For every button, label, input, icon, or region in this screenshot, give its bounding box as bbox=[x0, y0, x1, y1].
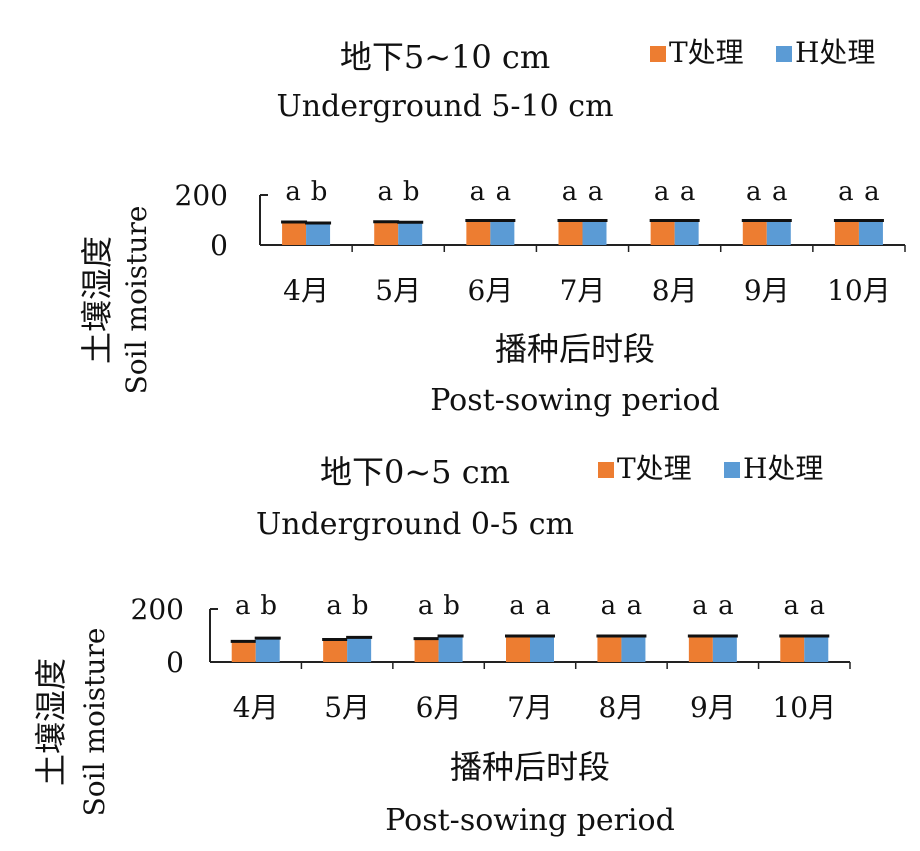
bar-2-9月 bbox=[712, 636, 737, 662]
legend-label-2: H处理 bbox=[743, 452, 823, 485]
bar-2-8月 bbox=[674, 220, 699, 245]
significance-label: a bbox=[377, 177, 393, 207]
bar-1-7月 bbox=[558, 220, 583, 245]
legend-label-1: T处理 bbox=[669, 36, 744, 69]
bar-1-6月 bbox=[466, 220, 491, 245]
bar-1-8月 bbox=[597, 636, 622, 662]
y-tick-label: 0 bbox=[210, 229, 228, 262]
bar-1-9月 bbox=[688, 636, 713, 662]
significance-label: a bbox=[235, 591, 251, 621]
significance-label: a bbox=[418, 591, 434, 621]
x-tick-label: 8月 bbox=[652, 274, 698, 307]
x-tick-label: 7月 bbox=[560, 274, 606, 307]
x-axis-title: 播种后时段 bbox=[450, 748, 610, 786]
significance-label: a bbox=[838, 177, 854, 207]
significance-label: b bbox=[403, 177, 420, 207]
significance-label: a bbox=[470, 177, 486, 207]
x-axis-title-en: Post-sowing period bbox=[430, 383, 720, 418]
significance-label: b bbox=[352, 591, 369, 621]
x-tick-label: 4月 bbox=[283, 274, 329, 307]
significance-label: a bbox=[810, 591, 826, 621]
bar-1-9月 bbox=[742, 220, 767, 245]
x-tick-label: 9月 bbox=[690, 691, 736, 724]
chart-subtitle: Underground 0-5 cm bbox=[256, 507, 574, 542]
legend-label-2: H处理 bbox=[795, 36, 875, 69]
x-tick-label: 10月 bbox=[772, 691, 836, 724]
x-tick-label: 5月 bbox=[324, 691, 370, 724]
legend-swatch-1 bbox=[650, 46, 666, 62]
bar-2-6月 bbox=[438, 636, 463, 662]
x-tick-label: 5月 bbox=[375, 274, 421, 307]
x-tick-label: 4月 bbox=[233, 691, 279, 724]
significance-label: a bbox=[496, 177, 512, 207]
y-tick-label: 200 bbox=[175, 179, 228, 212]
significance-label: a bbox=[562, 177, 578, 207]
bar-2-4月 bbox=[255, 638, 280, 662]
significance-label: a bbox=[509, 591, 525, 621]
y-axis-title: 土壤湿度 bbox=[32, 658, 70, 786]
bar-2-10月 bbox=[858, 220, 883, 245]
significance-label: a bbox=[772, 177, 788, 207]
bar-2-7月 bbox=[530, 636, 554, 662]
x-axis-title-en: Post-sowing period bbox=[385, 803, 675, 838]
significance-label: a bbox=[746, 177, 762, 207]
significance-label: a bbox=[864, 177, 880, 207]
x-tick-label: 7月 bbox=[507, 691, 553, 724]
bar-1-4月 bbox=[231, 641, 256, 662]
x-axis-title: 播种后时段 bbox=[495, 330, 655, 368]
bar-1-5月 bbox=[374, 221, 399, 245]
significance-label: a bbox=[588, 177, 604, 207]
significance-label: a bbox=[601, 591, 617, 621]
x-tick-label: 8月 bbox=[599, 691, 645, 724]
significance-label: a bbox=[680, 177, 696, 207]
y-axis-title: 土壤湿度 bbox=[78, 236, 116, 364]
significance-label: a bbox=[692, 591, 708, 621]
significance-label: a bbox=[285, 177, 301, 207]
bar-2-6月 bbox=[490, 220, 515, 245]
bar-1-4月 bbox=[282, 222, 307, 245]
significance-label: a bbox=[535, 591, 551, 621]
x-tick-label: 6月 bbox=[467, 274, 513, 307]
significance-label: b bbox=[311, 177, 328, 207]
legend-swatch-2 bbox=[724, 462, 740, 478]
y-axis-title-en: Soil moisture bbox=[120, 206, 153, 395]
significance-label: a bbox=[627, 591, 643, 621]
bar-1-10月 bbox=[834, 220, 859, 245]
bar-1-7月 bbox=[506, 636, 530, 662]
bar-1-6月 bbox=[414, 638, 439, 662]
significance-label: a bbox=[654, 177, 670, 207]
x-tick-label: 6月 bbox=[416, 691, 462, 724]
bar-2-8月 bbox=[621, 636, 646, 662]
y-tick-label: 0 bbox=[166, 646, 184, 679]
bar-2-5月 bbox=[347, 637, 372, 662]
significance-label: a bbox=[784, 591, 800, 621]
bar-2-5月 bbox=[398, 222, 423, 245]
significance-label: a bbox=[718, 591, 734, 621]
bar-2-7月 bbox=[582, 220, 607, 245]
bar-1-10月 bbox=[780, 636, 805, 662]
significance-label: b bbox=[260, 591, 277, 621]
significance-label: a bbox=[326, 591, 342, 621]
bar-2-4月 bbox=[306, 223, 331, 245]
bar-2-9月 bbox=[766, 220, 791, 245]
y-tick-label: 200 bbox=[131, 593, 184, 626]
bar-1-8月 bbox=[650, 220, 675, 245]
legend-label-1: T处理 bbox=[617, 452, 692, 485]
legend-swatch-2 bbox=[776, 46, 792, 62]
legend-swatch-1 bbox=[598, 462, 614, 478]
significance-label: b bbox=[443, 591, 460, 621]
x-tick-label: 9月 bbox=[744, 274, 790, 307]
chart-title: 地下5~10 cm bbox=[340, 38, 550, 76]
y-axis-title-en: Soil moisture bbox=[78, 628, 111, 817]
chart-title: 地下0~5 cm bbox=[320, 453, 510, 491]
chart-subtitle: Underground 5-10 cm bbox=[276, 89, 613, 124]
x-tick-label: 10月 bbox=[827, 274, 891, 307]
bar-2-10月 bbox=[804, 636, 829, 662]
bar-1-5月 bbox=[323, 639, 348, 662]
